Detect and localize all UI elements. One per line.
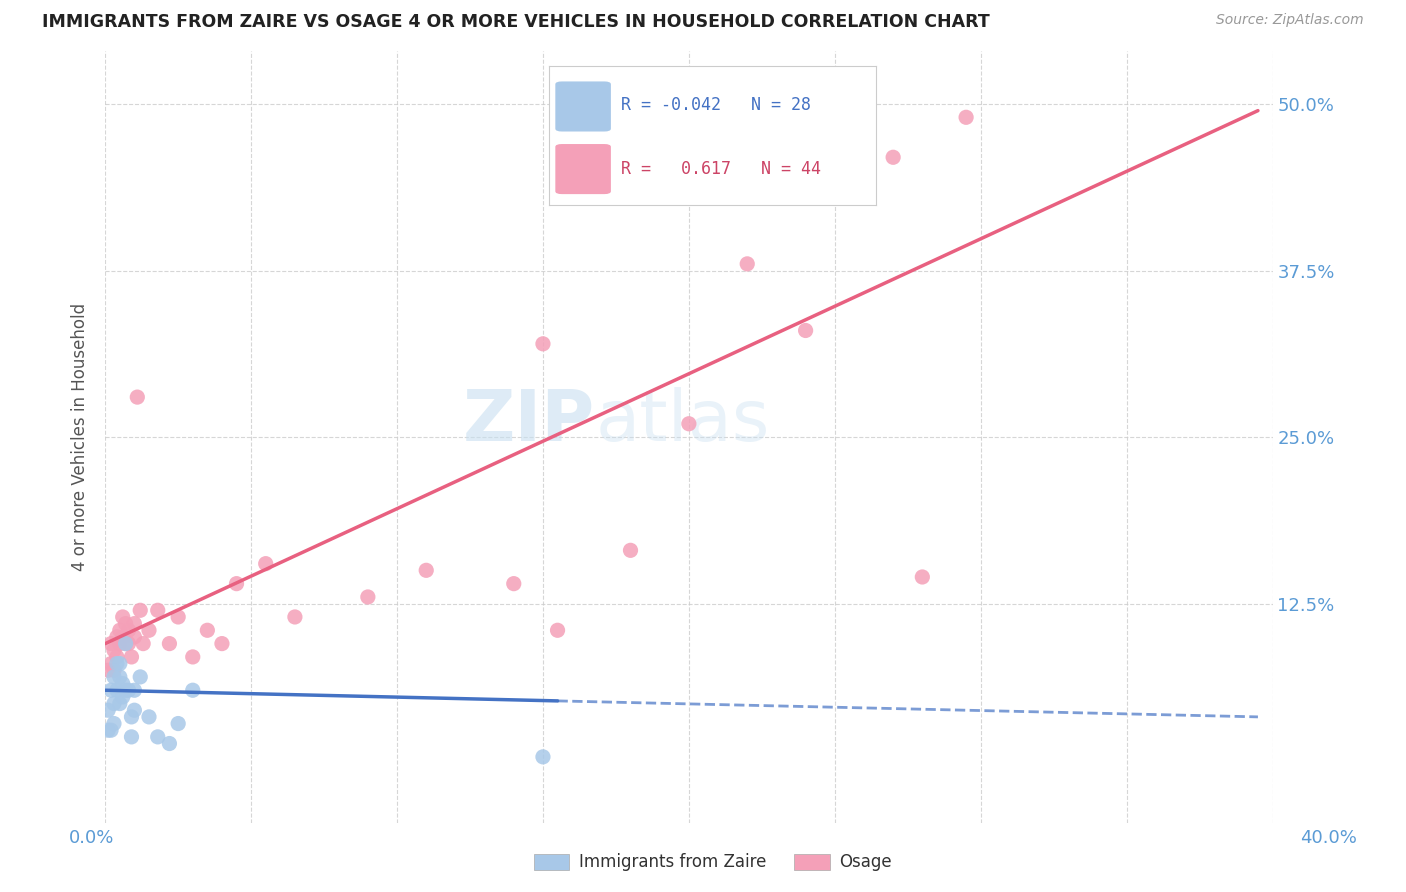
Y-axis label: 4 or more Vehicles in Household: 4 or more Vehicles in Household [72,303,89,571]
Point [127,390,149,404]
Point [97,663,120,677]
Point [114,637,136,651]
Point [117,683,139,698]
Point [181,649,204,664]
Point [167,610,190,624]
Point [167,716,190,731]
Point [824,190,846,204]
Point [100,657,122,671]
Point [114,683,136,698]
Point [129,603,152,617]
Text: IMMIGRANTS FROM ZAIRE VS OSAGE 4 OR MORE VEHICLES IN HOUSEHOLD CORRELATION CHART: IMMIGRANTS FROM ZAIRE VS OSAGE 4 OR MORE… [42,13,990,31]
Point [111,610,134,624]
Point [911,570,934,584]
Point [108,637,131,651]
Point [146,603,169,617]
Point [146,730,169,744]
Point [138,624,160,638]
Text: 40.0%: 40.0% [1301,829,1357,847]
Text: atlas: atlas [596,387,770,456]
Point [124,703,146,717]
Point [105,630,128,644]
Point [103,716,125,731]
Point [114,616,136,631]
Point [103,670,125,684]
Point [138,710,160,724]
Point [415,563,437,577]
Point [103,643,125,657]
Point [121,649,143,664]
Point [108,670,131,684]
Point [157,737,180,751]
Point [105,657,128,671]
Point [211,637,233,651]
Point [108,624,131,638]
Point [117,624,139,638]
Point [735,257,758,271]
Point [502,576,524,591]
Point [121,710,143,724]
Point [111,630,134,644]
Point [103,697,125,711]
Point [882,150,904,164]
Point [531,749,554,764]
Point [100,723,122,738]
Text: Osage: Osage [839,853,891,871]
Point [195,624,218,638]
Point [100,683,122,698]
Point [225,576,247,591]
Point [108,697,131,711]
Text: 0.0%: 0.0% [69,829,114,847]
Point [97,703,120,717]
Point [111,690,134,704]
Point [103,663,125,677]
Point [284,610,307,624]
Point [97,723,120,738]
Point [531,336,554,351]
Point [108,657,131,671]
Text: Immigrants from Zaire: Immigrants from Zaire [579,853,766,871]
Point [132,637,155,651]
Point [124,683,146,698]
Text: ZIP: ZIP [463,387,596,456]
Point [100,637,122,651]
Point [357,590,380,604]
Point [181,683,204,698]
Point [254,557,277,571]
Point [121,730,143,744]
Point [794,324,817,338]
Point [124,616,146,631]
Point [111,676,134,690]
Point [547,624,569,638]
Point [124,630,146,644]
Point [157,637,180,651]
Point [619,543,641,558]
Point [678,417,700,431]
Point [117,637,139,651]
Point [955,111,977,125]
Text: Source: ZipAtlas.com: Source: ZipAtlas.com [1216,13,1364,28]
Point [105,683,128,698]
Point [129,670,152,684]
Point [105,649,128,664]
Point [114,637,136,651]
